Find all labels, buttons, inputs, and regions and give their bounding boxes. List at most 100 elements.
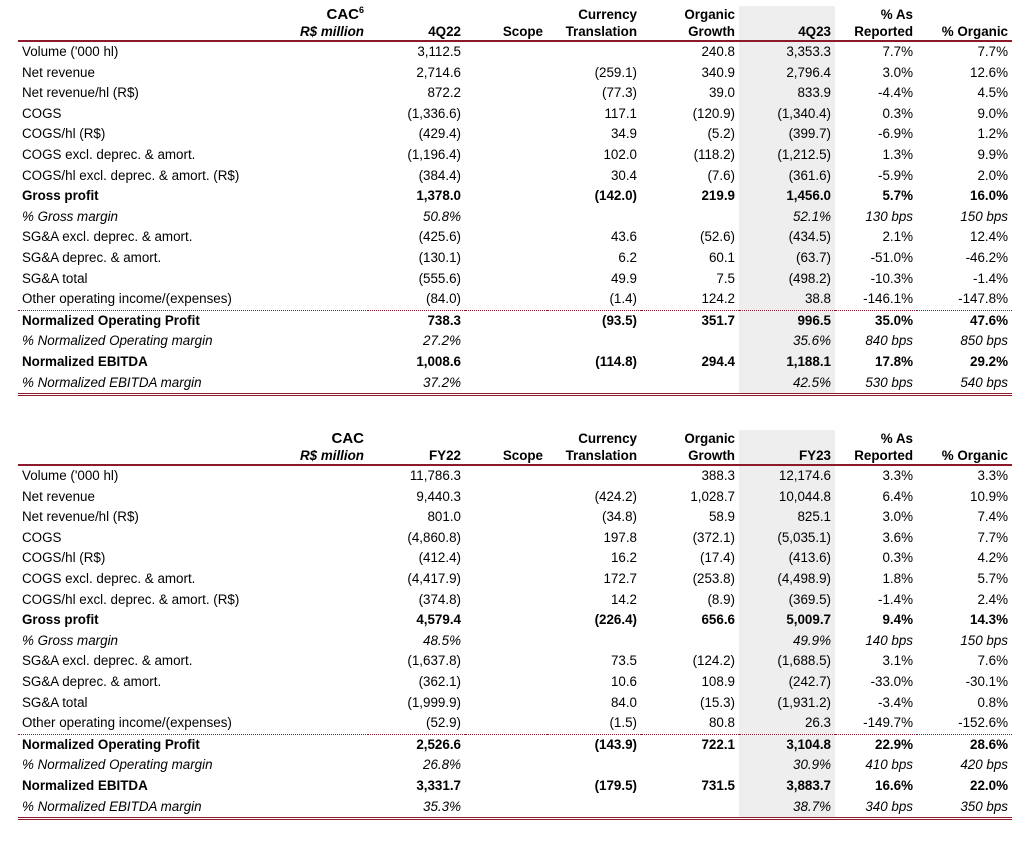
cell-scope: [465, 651, 547, 672]
cell-scope: [465, 487, 547, 508]
table-row: SG&A excl. deprec. & amort. (425.6) 43.6 (5…: [18, 227, 1012, 248]
cell-currency-translation: (1.5): [547, 713, 641, 735]
cell-currency-translation: [547, 796, 641, 821]
cell-organic-growth: 124.2: [641, 289, 739, 311]
table-row: COGS/hl excl. deprec. & amort. (R$) (374.…: [18, 589, 1012, 611]
header-organic-growth: Growth: [641, 447, 739, 466]
table-row: Volume ('000 hl) 11,786.3 388.3 12,174.6 3.3…: [18, 465, 1012, 487]
cell-scope: [465, 672, 547, 693]
cell-currency-translation: [547, 331, 641, 352]
cell-as-reported: 410 bps: [865, 757, 913, 773]
table-row: Net revenue/hl (R$) 872.2 (77.3) 39.0 833.9 -…: [18, 83, 1012, 104]
cell-organic-growth: 388.3: [701, 468, 735, 483]
cell-currency-translation: (1.4): [547, 289, 641, 311]
cell-as-reported: -4.4%: [878, 85, 913, 101]
cell-prev-period: (412.4): [418, 550, 461, 566]
table-row: Normalized Operating Profit 2,526.6 (143.9…: [18, 734, 1012, 756]
cell-as-reported: 530 bps: [835, 372, 917, 397]
row-label: Net revenue/hl (R$): [22, 509, 139, 525]
cell-pct-organic: 7.7%: [977, 529, 1008, 545]
header-current-period: FY23: [739, 447, 835, 466]
quarterly-results-table: CAC6 Currency Organic % As R$ million 4Q…: [18, 6, 1012, 397]
row-label: SG&A deprec. & amort.: [22, 673, 162, 689]
cell-pct-organic: 12.4%: [970, 229, 1008, 245]
fullyear-results-table: CAC Currency Organic % As R$ million FY2…: [18, 430, 1012, 821]
table-row: Normalized EBITDA 1,008.6 (114.8) 294.4 1,18…: [18, 351, 1012, 373]
cell-as-reported: 3.1%: [882, 653, 913, 669]
cell-prev-period: (384.4): [418, 167, 461, 183]
cell-as-reported: 3.6%: [882, 529, 913, 545]
cell-pct-organic: 2.4%: [977, 591, 1008, 607]
cell-currency-translation: 197.8: [603, 529, 637, 545]
cell-organic-growth: [641, 631, 739, 652]
cell-as-reported: -1.4%: [878, 591, 913, 607]
cell-scope: [465, 269, 547, 290]
header-prev-line1: [368, 430, 465, 447]
cell-current-period: 996.5: [739, 310, 835, 332]
cell-pct-organic: 540 bps: [917, 372, 1012, 397]
table-body: Volume ('000 hl) 11,786.3 388.3 12,174.6 3.3…: [18, 465, 1012, 821]
row-label: Normalized EBITDA: [22, 777, 148, 793]
header-scope: Scope: [465, 23, 547, 42]
table-row: Other operating income/(expenses) (84.0) (…: [18, 289, 1012, 311]
table-row: % Normalized EBITDA margin 35.3% 38.7% 340 …: [18, 796, 1012, 821]
cell-current-period: 5,009.7: [739, 610, 835, 631]
cell-currency-translation: (143.9): [594, 736, 637, 752]
cell-current-period: 3,883.7: [739, 775, 835, 797]
cell-as-reported: -10.3%: [870, 270, 913, 286]
table-row: COGS excl. deprec. & amort. (1,196.4) 102.…: [18, 144, 1012, 166]
cell-as-reported: 1.3%: [882, 146, 913, 162]
cell-currency-translation: 6.2: [618, 249, 637, 265]
row-label: COGS: [22, 105, 62, 121]
cell-organic-growth: 7.5: [716, 270, 735, 286]
cell-pct-organic: 47.6%: [970, 312, 1008, 328]
header-as-reported: Reported: [835, 447, 917, 466]
row-label: Normalized Operating Profit: [22, 736, 200, 752]
cell-prev-period: (362.1): [418, 673, 461, 689]
cell-organic-growth: 39.0: [708, 85, 735, 101]
cell-organic-growth: (8.9): [707, 591, 735, 607]
row-label: Other operating income/(expenses): [18, 713, 368, 735]
cell-as-reported: 140 bps: [865, 632, 913, 648]
cell-pct-organic: -152.6%: [917, 713, 1012, 735]
cell-scope: [465, 569, 547, 590]
cell-pct-organic: 22.0%: [970, 777, 1008, 793]
cell-as-reported: 35.0%: [875, 312, 913, 328]
cell-currency-translation: [547, 372, 641, 397]
header-currency-translation: Translation: [547, 447, 641, 466]
header-pct-organic: % Organic: [917, 447, 1012, 466]
cell-currency-translation: 73.5: [610, 653, 637, 669]
cell-as-reported: -3.4%: [878, 694, 913, 710]
table-row: Net revenue 2,714.6 (259.1) 340.9 2,796.4 3.0…: [18, 62, 1012, 84]
cell-prev-period: 50.8%: [423, 208, 461, 224]
cell-scope: [465, 41, 547, 63]
cell-current-period: (399.7): [739, 124, 835, 145]
cell-pct-organic: 850 bps: [960, 333, 1008, 349]
header-as-reported-line1: % As: [880, 431, 913, 446]
row-label: Net revenue: [22, 64, 95, 80]
cell-organic-growth: (5.2): [707, 126, 735, 142]
cell-prev-period: 27.2%: [423, 333, 461, 349]
header-prev-period: 4Q22: [368, 23, 465, 42]
cell-as-reported: -149.7%: [835, 713, 917, 735]
table-row: Normalized Operating Profit 738.3 (93.5) 35…: [18, 310, 1012, 332]
header-current-line1: [739, 6, 835, 23]
cell-pct-organic: 14.3%: [970, 612, 1008, 628]
cell-organic-growth: 351.7: [701, 312, 735, 328]
cell-prev-period: 1,008.6: [416, 353, 461, 369]
cell-pct-organic: 12.6%: [970, 64, 1008, 80]
cell-prev-period: 48.5%: [423, 632, 461, 648]
header-scope-line1: [465, 6, 547, 23]
cell-pct-organic: 2.0%: [977, 167, 1008, 183]
cell-organic-growth: 58.9: [708, 509, 735, 525]
table-row: SG&A deprec. & amort. (130.1) 6.2 60.1 (63.7…: [18, 247, 1012, 269]
cell-current-period: (498.2): [739, 268, 835, 290]
cell-current-period: (5,035.1): [739, 527, 835, 549]
table-row: COGS/hl (R$) (429.4) 34.9 (5.2) (399.7) -6.9%…: [18, 124, 1012, 145]
cell-currency-translation: (259.1): [594, 64, 637, 80]
cell-as-reported: 1.8%: [882, 570, 913, 586]
row-label: Normalized Operating Profit: [22, 312, 200, 328]
cell-scope: [465, 331, 547, 352]
table-row: SG&A total (1,999.9) 84.0 (15.3) (1,931.2) -3…: [18, 692, 1012, 714]
cell-prev-period: 3,331.7: [416, 777, 461, 793]
